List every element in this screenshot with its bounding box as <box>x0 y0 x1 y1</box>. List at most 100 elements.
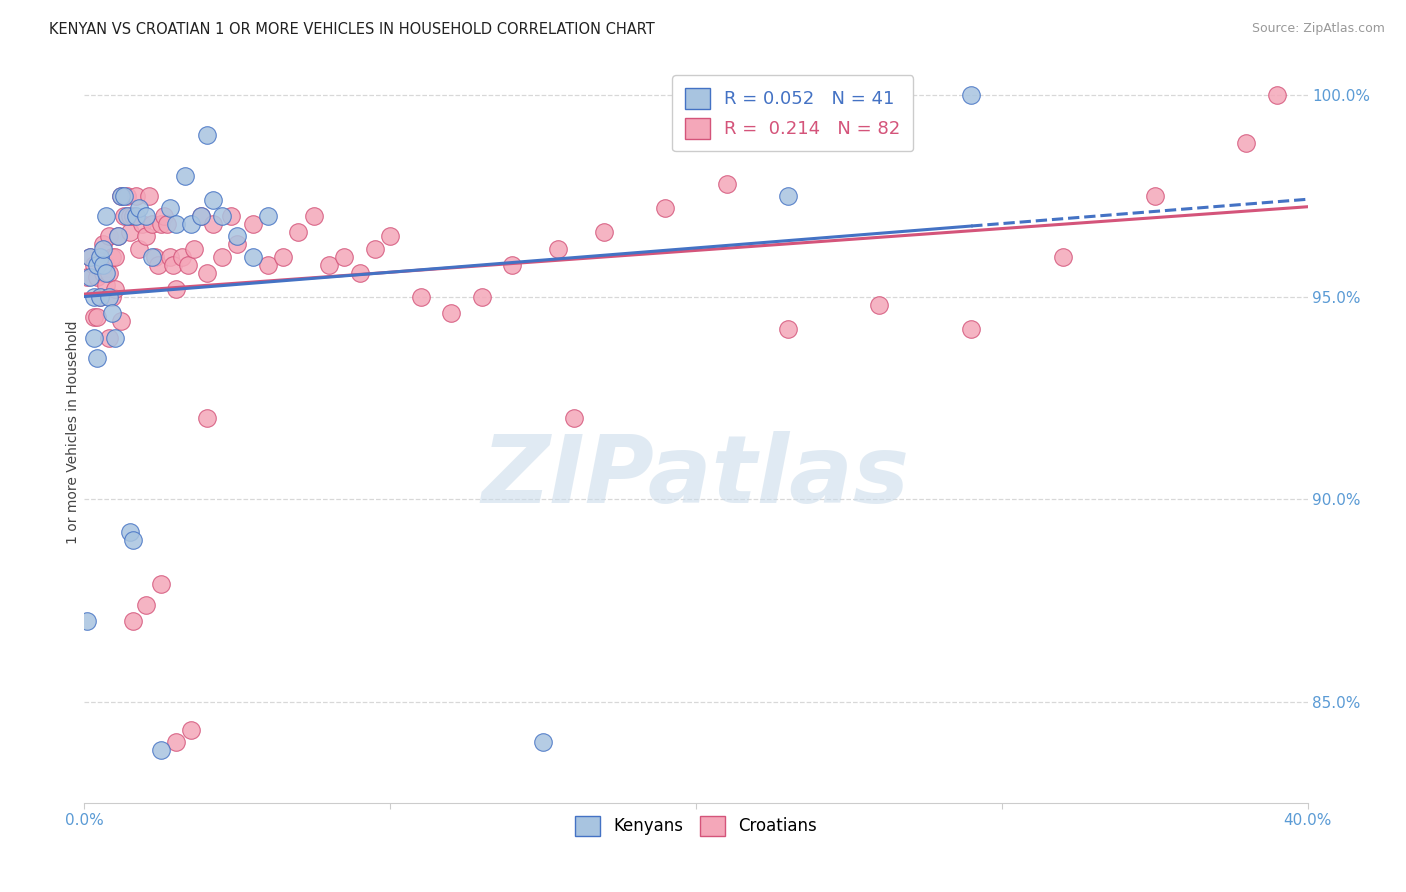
Point <box>91 242 114 256</box>
Text: ZIPatlas: ZIPatlas <box>482 431 910 523</box>
Point <box>1236 136 1258 151</box>
Point <box>135 598 157 612</box>
Point <box>97 266 120 280</box>
Point <box>76 614 98 628</box>
Point <box>115 189 138 203</box>
Point <box>89 290 111 304</box>
Point <box>183 242 205 256</box>
Point <box>226 237 249 252</box>
Point <box>79 269 101 284</box>
Text: KENYAN VS CROATIAN 1 OR MORE VEHICLES IN HOUSEHOLD CORRELATION CHART: KENYAN VS CROATIAN 1 OR MORE VEHICLES IN… <box>49 22 655 37</box>
Point <box>593 225 616 239</box>
Point <box>257 209 280 223</box>
Point <box>135 209 157 223</box>
Point <box>112 209 135 223</box>
Point <box>165 735 187 749</box>
Point <box>776 189 799 203</box>
Point <box>112 189 135 203</box>
Point <box>960 322 983 336</box>
Point <box>149 217 172 231</box>
Point <box>115 209 138 223</box>
Point <box>201 193 224 207</box>
Point <box>101 306 124 320</box>
Point <box>502 258 524 272</box>
Point <box>76 269 98 284</box>
Point <box>172 250 194 264</box>
Legend: Kenyans, Croatians: Kenyans, Croatians <box>568 809 824 843</box>
Point <box>122 533 145 547</box>
Point <box>141 217 163 231</box>
Point <box>120 209 142 223</box>
Point <box>302 209 325 223</box>
Point <box>440 306 463 320</box>
Point <box>271 250 294 264</box>
Point <box>125 189 148 203</box>
Point <box>143 250 166 264</box>
Point <box>654 201 676 215</box>
Point <box>471 290 494 304</box>
Point <box>94 266 117 280</box>
Point <box>110 314 132 328</box>
Point <box>562 411 585 425</box>
Point <box>86 269 108 284</box>
Point <box>364 242 387 256</box>
Point <box>547 242 569 256</box>
Point <box>122 209 145 223</box>
Point <box>86 258 108 272</box>
Point <box>101 290 124 304</box>
Point <box>83 330 105 344</box>
Point <box>195 411 218 425</box>
Point <box>110 189 132 203</box>
Point <box>1265 87 1288 102</box>
Point <box>104 330 127 344</box>
Y-axis label: 1 or more Vehicles in Household: 1 or more Vehicles in Household <box>66 321 80 544</box>
Point <box>960 87 983 102</box>
Point <box>89 250 111 264</box>
Point <box>83 258 105 272</box>
Point <box>120 524 142 539</box>
Point <box>159 250 181 264</box>
Point <box>211 209 233 223</box>
Point <box>107 229 129 244</box>
Point <box>101 250 124 264</box>
Point <box>141 250 163 264</box>
Point <box>91 237 114 252</box>
Point <box>79 250 101 264</box>
Text: Source: ZipAtlas.com: Source: ZipAtlas.com <box>1251 22 1385 36</box>
Point <box>869 298 891 312</box>
Point <box>165 217 187 231</box>
Point <box>97 229 120 244</box>
Point <box>135 229 157 244</box>
Point <box>120 225 142 239</box>
Point <box>195 266 218 280</box>
Point <box>159 201 181 215</box>
Point <box>146 258 169 272</box>
Point <box>190 209 212 223</box>
Point <box>86 310 108 325</box>
Point <box>128 201 150 215</box>
Point <box>91 258 114 272</box>
Point <box>190 209 212 223</box>
Point <box>201 217 224 231</box>
Point <box>153 209 176 223</box>
Point <box>716 177 738 191</box>
Point <box>180 217 202 231</box>
Point <box>94 277 117 292</box>
Point <box>242 250 264 264</box>
Point <box>97 290 120 304</box>
Point <box>110 189 132 203</box>
Point <box>89 290 111 304</box>
Point <box>89 250 111 264</box>
Point <box>104 282 127 296</box>
Point <box>79 250 101 264</box>
Point <box>156 217 179 231</box>
Point <box>257 258 280 272</box>
Point <box>226 229 249 244</box>
Point <box>86 351 108 365</box>
Point <box>180 723 202 737</box>
Point <box>149 743 172 757</box>
Point <box>211 250 233 264</box>
Point <box>287 225 309 239</box>
Point <box>776 322 799 336</box>
Point <box>125 209 148 223</box>
